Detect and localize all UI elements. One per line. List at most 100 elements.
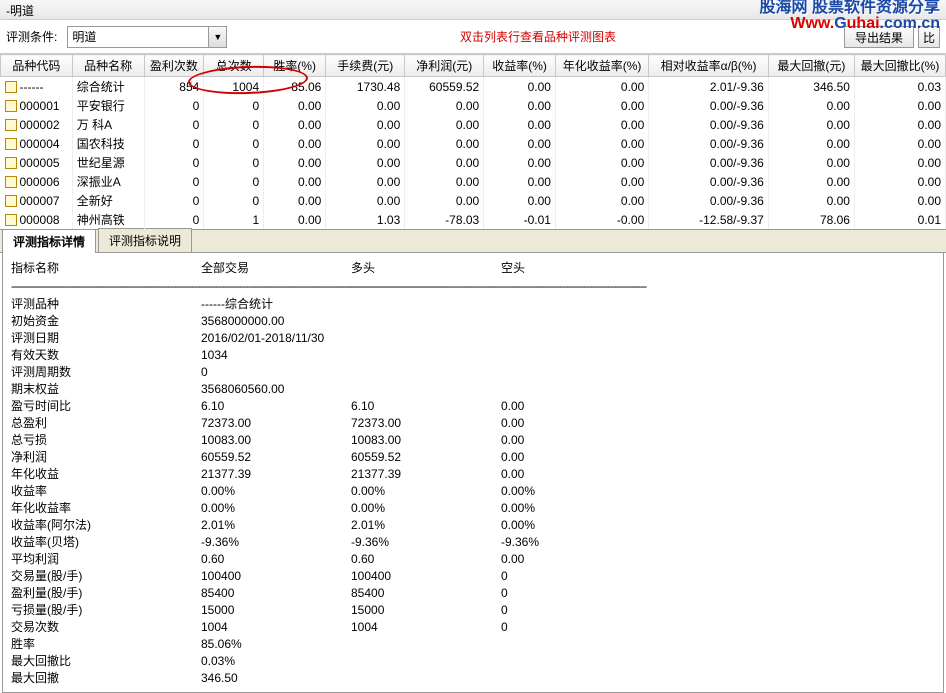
detail-row: 年化收益21377.3921377.390.00 bbox=[11, 465, 935, 482]
table-row[interactable]: 000005世纪星源000.000.000.000.000.000.00/-9.… bbox=[1, 153, 946, 172]
detail-key: 盈利量(股/手) bbox=[11, 584, 201, 601]
col-header[interactable]: 手续费(元) bbox=[326, 55, 405, 77]
detail-row: 初始资金3568000000.00 bbox=[11, 312, 935, 329]
cell: 1004 bbox=[204, 77, 264, 97]
cell: 0.00 bbox=[326, 115, 405, 134]
tab-detail[interactable]: 评测指标详情 bbox=[2, 229, 96, 253]
cell: ------ bbox=[1, 77, 73, 97]
detail-val: 0 bbox=[501, 586, 651, 600]
table-row[interactable]: ------综合统计854100485.061730.4860559.520.0… bbox=[1, 77, 946, 97]
detail-val: -9.36% bbox=[201, 535, 351, 549]
table-row[interactable]: 000006深振业A000.000.000.000.000.000.00/-9.… bbox=[1, 172, 946, 191]
cell: 0.00 bbox=[854, 172, 945, 191]
col-header[interactable]: 净利润(元) bbox=[405, 55, 484, 77]
table-row[interactable]: 000002万 科A000.000.000.000.000.000.00/-9.… bbox=[1, 115, 946, 134]
window-title: -明道 bbox=[6, 4, 34, 18]
cell: 0 bbox=[144, 153, 204, 172]
detail-key: 评测日期 bbox=[11, 329, 201, 346]
cell: 0 bbox=[204, 134, 264, 153]
detail-val: 0.60 bbox=[351, 552, 501, 566]
tab-description[interactable]: 评测指标说明 bbox=[98, 228, 192, 252]
detail-row: 收益率(阿尔法)2.01%2.01%0.00% bbox=[11, 516, 935, 533]
cell: 0.00 bbox=[405, 96, 484, 115]
detail-val: 85.06% bbox=[201, 637, 351, 651]
detail-val: 0.00% bbox=[201, 484, 351, 498]
chevron-down-icon[interactable]: ▼ bbox=[208, 27, 226, 47]
detail-val: 0.00% bbox=[351, 484, 501, 498]
export-button[interactable]: 导出结果 bbox=[844, 26, 914, 48]
detail-col-long: 多头 bbox=[351, 259, 501, 276]
cell: 0.00/-9.36 bbox=[649, 153, 769, 172]
detail-row: 评测品种------综合统计 bbox=[11, 295, 935, 312]
cell: 85.06 bbox=[264, 77, 326, 97]
cell: 万 科A bbox=[72, 115, 144, 134]
cell: 0.00 bbox=[555, 172, 648, 191]
detail-key: 评测品种 bbox=[11, 295, 201, 312]
detail-val: -9.36% bbox=[351, 535, 501, 549]
cell: 1.03 bbox=[326, 210, 405, 229]
table-header-row: 品种代码品种名称盈利次数总次数胜率(%)手续费(元)净利润(元)收益率(%)年化… bbox=[1, 55, 946, 77]
table-row[interactable]: 000004国农科技000.000.000.000.000.000.00/-9.… bbox=[1, 134, 946, 153]
detail-row: 年化收益率0.00%0.00%0.00% bbox=[11, 499, 935, 516]
cell: -0.00 bbox=[555, 210, 648, 229]
cell: 0.00 bbox=[484, 191, 556, 210]
cell: -12.58/-9.37 bbox=[649, 210, 769, 229]
table-row[interactable]: 000007全新好000.000.000.000.000.000.00/-9.3… bbox=[1, 191, 946, 210]
detail-val: 72373.00 bbox=[201, 416, 351, 430]
col-header[interactable]: 相对收益率α/β(%) bbox=[649, 55, 769, 77]
col-header[interactable]: 总次数 bbox=[204, 55, 264, 77]
detail-row: 最大回撤346.50 bbox=[11, 669, 935, 686]
cell: 综合统计 bbox=[72, 77, 144, 97]
cell: 0.00 bbox=[768, 96, 854, 115]
cell: 0.00 bbox=[264, 191, 326, 210]
cell: -0.01 bbox=[484, 210, 556, 229]
cell: 0.00 bbox=[264, 210, 326, 229]
cell: 0 bbox=[144, 210, 204, 229]
cell: 0.00 bbox=[405, 172, 484, 191]
detail-val: 0.60 bbox=[201, 552, 351, 566]
detail-key: 总亏损 bbox=[11, 431, 201, 448]
cell: 0.00 bbox=[484, 96, 556, 115]
col-header[interactable]: 最大回撤比(%) bbox=[854, 55, 945, 77]
detail-row: 胜率85.06% bbox=[11, 635, 935, 652]
table-row[interactable]: 000001平安银行000.000.000.000.000.000.00/-9.… bbox=[1, 96, 946, 115]
detail-val: 3568000000.00 bbox=[201, 314, 351, 328]
detail-val: 0.00 bbox=[501, 433, 651, 447]
table-row[interactable]: 000008神州高铁010.001.03-78.03-0.01-0.00-12.… bbox=[1, 210, 946, 229]
col-header[interactable]: 胜率(%) bbox=[264, 55, 326, 77]
col-header[interactable]: 品种代码 bbox=[1, 55, 73, 77]
detail-key: 总盈利 bbox=[11, 414, 201, 431]
cell: 0.00/-9.36 bbox=[649, 172, 769, 191]
cell: 0.00 bbox=[326, 191, 405, 210]
cell: 000006 bbox=[1, 172, 73, 191]
detail-key: 盈亏时间比 bbox=[11, 397, 201, 414]
col-header[interactable]: 最大回撤(元) bbox=[768, 55, 854, 77]
cell: 1730.48 bbox=[326, 77, 405, 97]
tab-bar: 评测指标详情 评测指标说明 bbox=[0, 229, 946, 253]
col-header[interactable]: 品种名称 bbox=[72, 55, 144, 77]
col-header[interactable]: 盈利次数 bbox=[144, 55, 204, 77]
cell: 0.00 bbox=[264, 134, 326, 153]
detail-col-name: 指标名称 bbox=[11, 259, 201, 276]
col-header[interactable]: 年化收益率(%) bbox=[555, 55, 648, 77]
detail-val: 85400 bbox=[351, 586, 501, 600]
hint-text: 双击列表行查看品种评测图表 bbox=[460, 28, 616, 45]
detail-row: 评测日期2016/02/01-2018/11/30 bbox=[11, 329, 935, 346]
detail-val: 6.10 bbox=[351, 399, 501, 413]
detail-val: 0.00% bbox=[501, 518, 651, 532]
condition-input[interactable] bbox=[68, 30, 208, 44]
cell: 000002 bbox=[1, 115, 73, 134]
detail-val: 100400 bbox=[201, 569, 351, 583]
cell: 0.00 bbox=[555, 96, 648, 115]
condition-combo[interactable]: ▼ bbox=[67, 26, 227, 48]
cell: 0.00 bbox=[484, 115, 556, 134]
cell: 000007 bbox=[1, 191, 73, 210]
cell: 0 bbox=[204, 115, 264, 134]
detail-row: 评测周期数0 bbox=[11, 363, 935, 380]
compare-button[interactable]: 比 bbox=[918, 26, 940, 48]
detail-key: 交易次数 bbox=[11, 618, 201, 635]
cell: 0.00 bbox=[854, 115, 945, 134]
col-header[interactable]: 收益率(%) bbox=[484, 55, 556, 77]
detail-key: 有效天数 bbox=[11, 346, 201, 363]
detail-val: 0 bbox=[501, 603, 651, 617]
